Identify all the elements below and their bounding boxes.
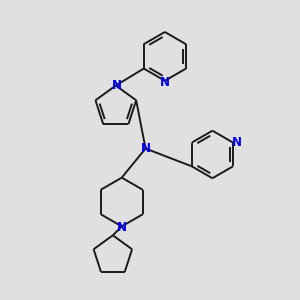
Text: N: N xyxy=(160,76,170,89)
Text: N: N xyxy=(232,136,242,149)
Text: N: N xyxy=(140,142,151,155)
Text: N: N xyxy=(117,221,127,234)
Text: N: N xyxy=(112,79,122,92)
